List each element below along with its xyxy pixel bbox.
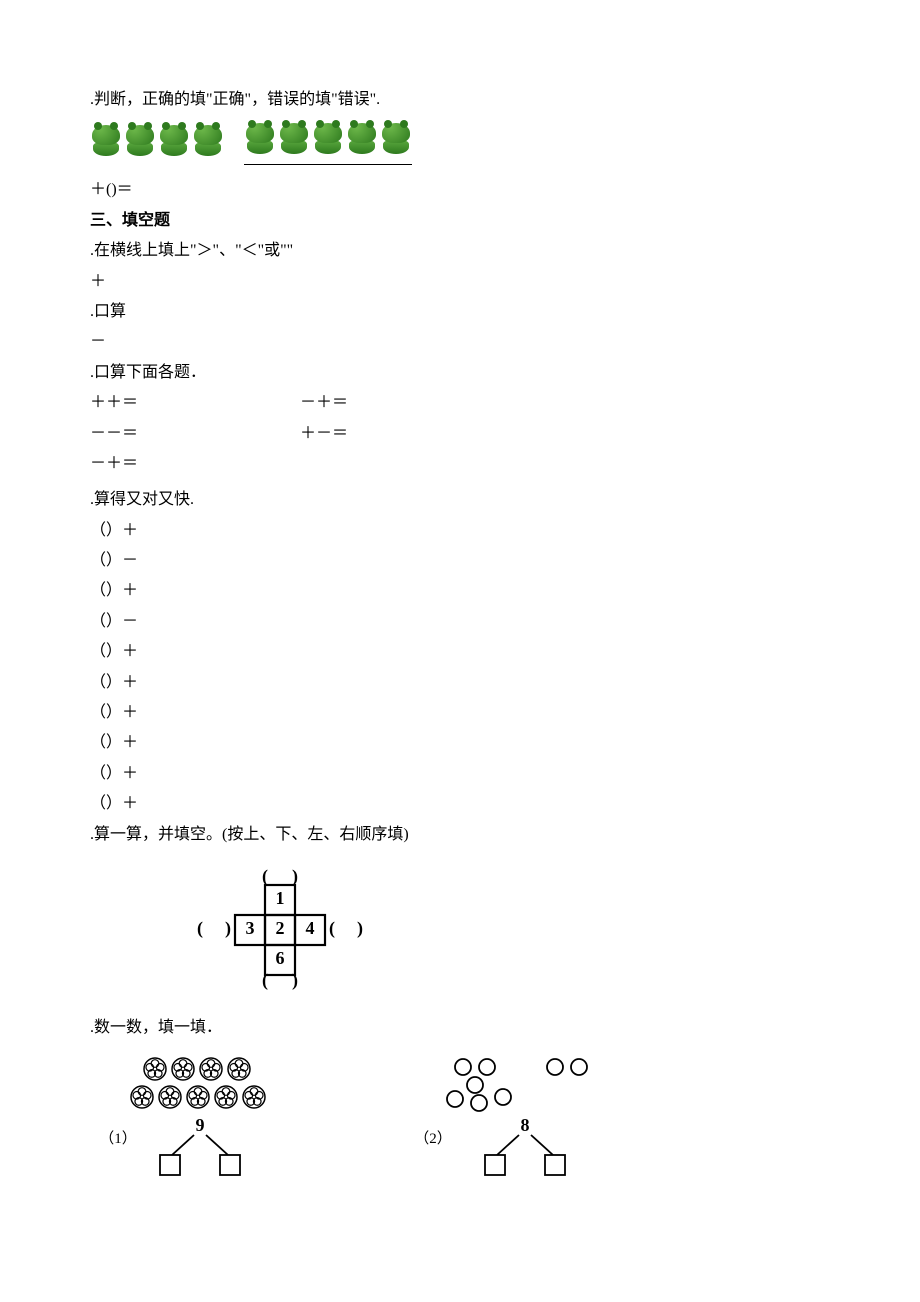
q4-row1: ＋＋＝ －＋＝ [90, 388, 830, 418]
frog-icon [192, 125, 224, 163]
q4-row3: －＋＝ [90, 449, 830, 479]
q2-prompt: .在横线上填上"＞"、"＜"或"" [90, 236, 830, 266]
q7-item-1: （1） 9 [100, 1053, 300, 1188]
svg-text:（2）: （2） [415, 1130, 452, 1147]
q1-equation: ＋()＝ [90, 175, 830, 205]
q5-item: （）＋ [90, 728, 830, 758]
q5-item: （）＋ [90, 759, 830, 789]
frog-group-2 [244, 123, 412, 165]
frogs-image [90, 123, 830, 165]
svg-text:): ) [292, 866, 298, 887]
q4-r2a: －－＝ [90, 419, 300, 449]
q4-r2b: ＋－＝ [300, 419, 348, 449]
q2-expr: ＋ [90, 267, 830, 297]
q3-prompt: .口算 [90, 297, 830, 327]
q5-item: （）＋ [90, 668, 830, 698]
q7-items: （1） 9 （2） 8 [90, 1043, 830, 1188]
svg-text:(: ( [329, 918, 335, 939]
q7-prompt: .数一数，填一填． [90, 1013, 830, 1043]
svg-text:4: 4 [306, 918, 315, 938]
frog-group-1 [90, 125, 224, 163]
q5-item: （）＋ [90, 698, 830, 728]
svg-text:): ) [292, 970, 298, 991]
q5-item: （）－ [90, 546, 830, 576]
q5-item: （）－ [90, 607, 830, 637]
svg-text:): ) [357, 918, 363, 939]
frog-icon [158, 125, 190, 163]
svg-text:): ) [225, 918, 231, 939]
q5-list: （）＋（）－（）＋（）－（）＋（）＋（）＋（）＋（）＋（）＋ [90, 516, 830, 820]
svg-text:8: 8 [521, 1115, 530, 1135]
frog-icon [278, 123, 310, 161]
q7-item-2: （2） 8 [415, 1053, 635, 1188]
frog-icon [346, 123, 378, 161]
svg-text:3: 3 [246, 918, 255, 938]
svg-text:(: ( [262, 866, 268, 887]
q4-row2: －－＝ ＋－＝ [90, 419, 830, 449]
svg-text:(: ( [262, 970, 268, 991]
frog-icon [124, 125, 156, 163]
q5-item: （）＋ [90, 516, 830, 546]
q5-item: （）＋ [90, 789, 830, 819]
svg-text:（1）: （1） [100, 1130, 137, 1147]
section-3-title: 三、填空题 [90, 206, 830, 236]
q4-prompt: .口算下面各题． [90, 358, 830, 388]
cross-diagram: 1 3 2 4 6 () () () () [90, 850, 830, 1013]
frog-icon [90, 125, 122, 163]
svg-text:2: 2 [276, 918, 285, 938]
svg-text:6: 6 [276, 948, 285, 968]
q5-item: （）＋ [90, 637, 830, 667]
q4-r1b: －＋＝ [300, 388, 348, 418]
q5-item: （）＋ [90, 576, 830, 606]
frog-icon [380, 123, 412, 161]
q3-expr: － [90, 327, 830, 357]
svg-text:1: 1 [276, 888, 285, 908]
svg-text:(: ( [197, 918, 203, 939]
frog-icon [312, 123, 344, 161]
frog-icon [244, 123, 276, 161]
q1-prompt: .判断，正确的填"正确"，错误的填"错误". [90, 85, 830, 115]
svg-text:9: 9 [196, 1115, 205, 1135]
q6-prompt: .算一算，并填空。(按上、下、左、右顺序填) [90, 820, 830, 850]
q5-prompt: .算得又对又快. [90, 485, 830, 515]
q4-r1a: ＋＋＝ [90, 388, 300, 418]
